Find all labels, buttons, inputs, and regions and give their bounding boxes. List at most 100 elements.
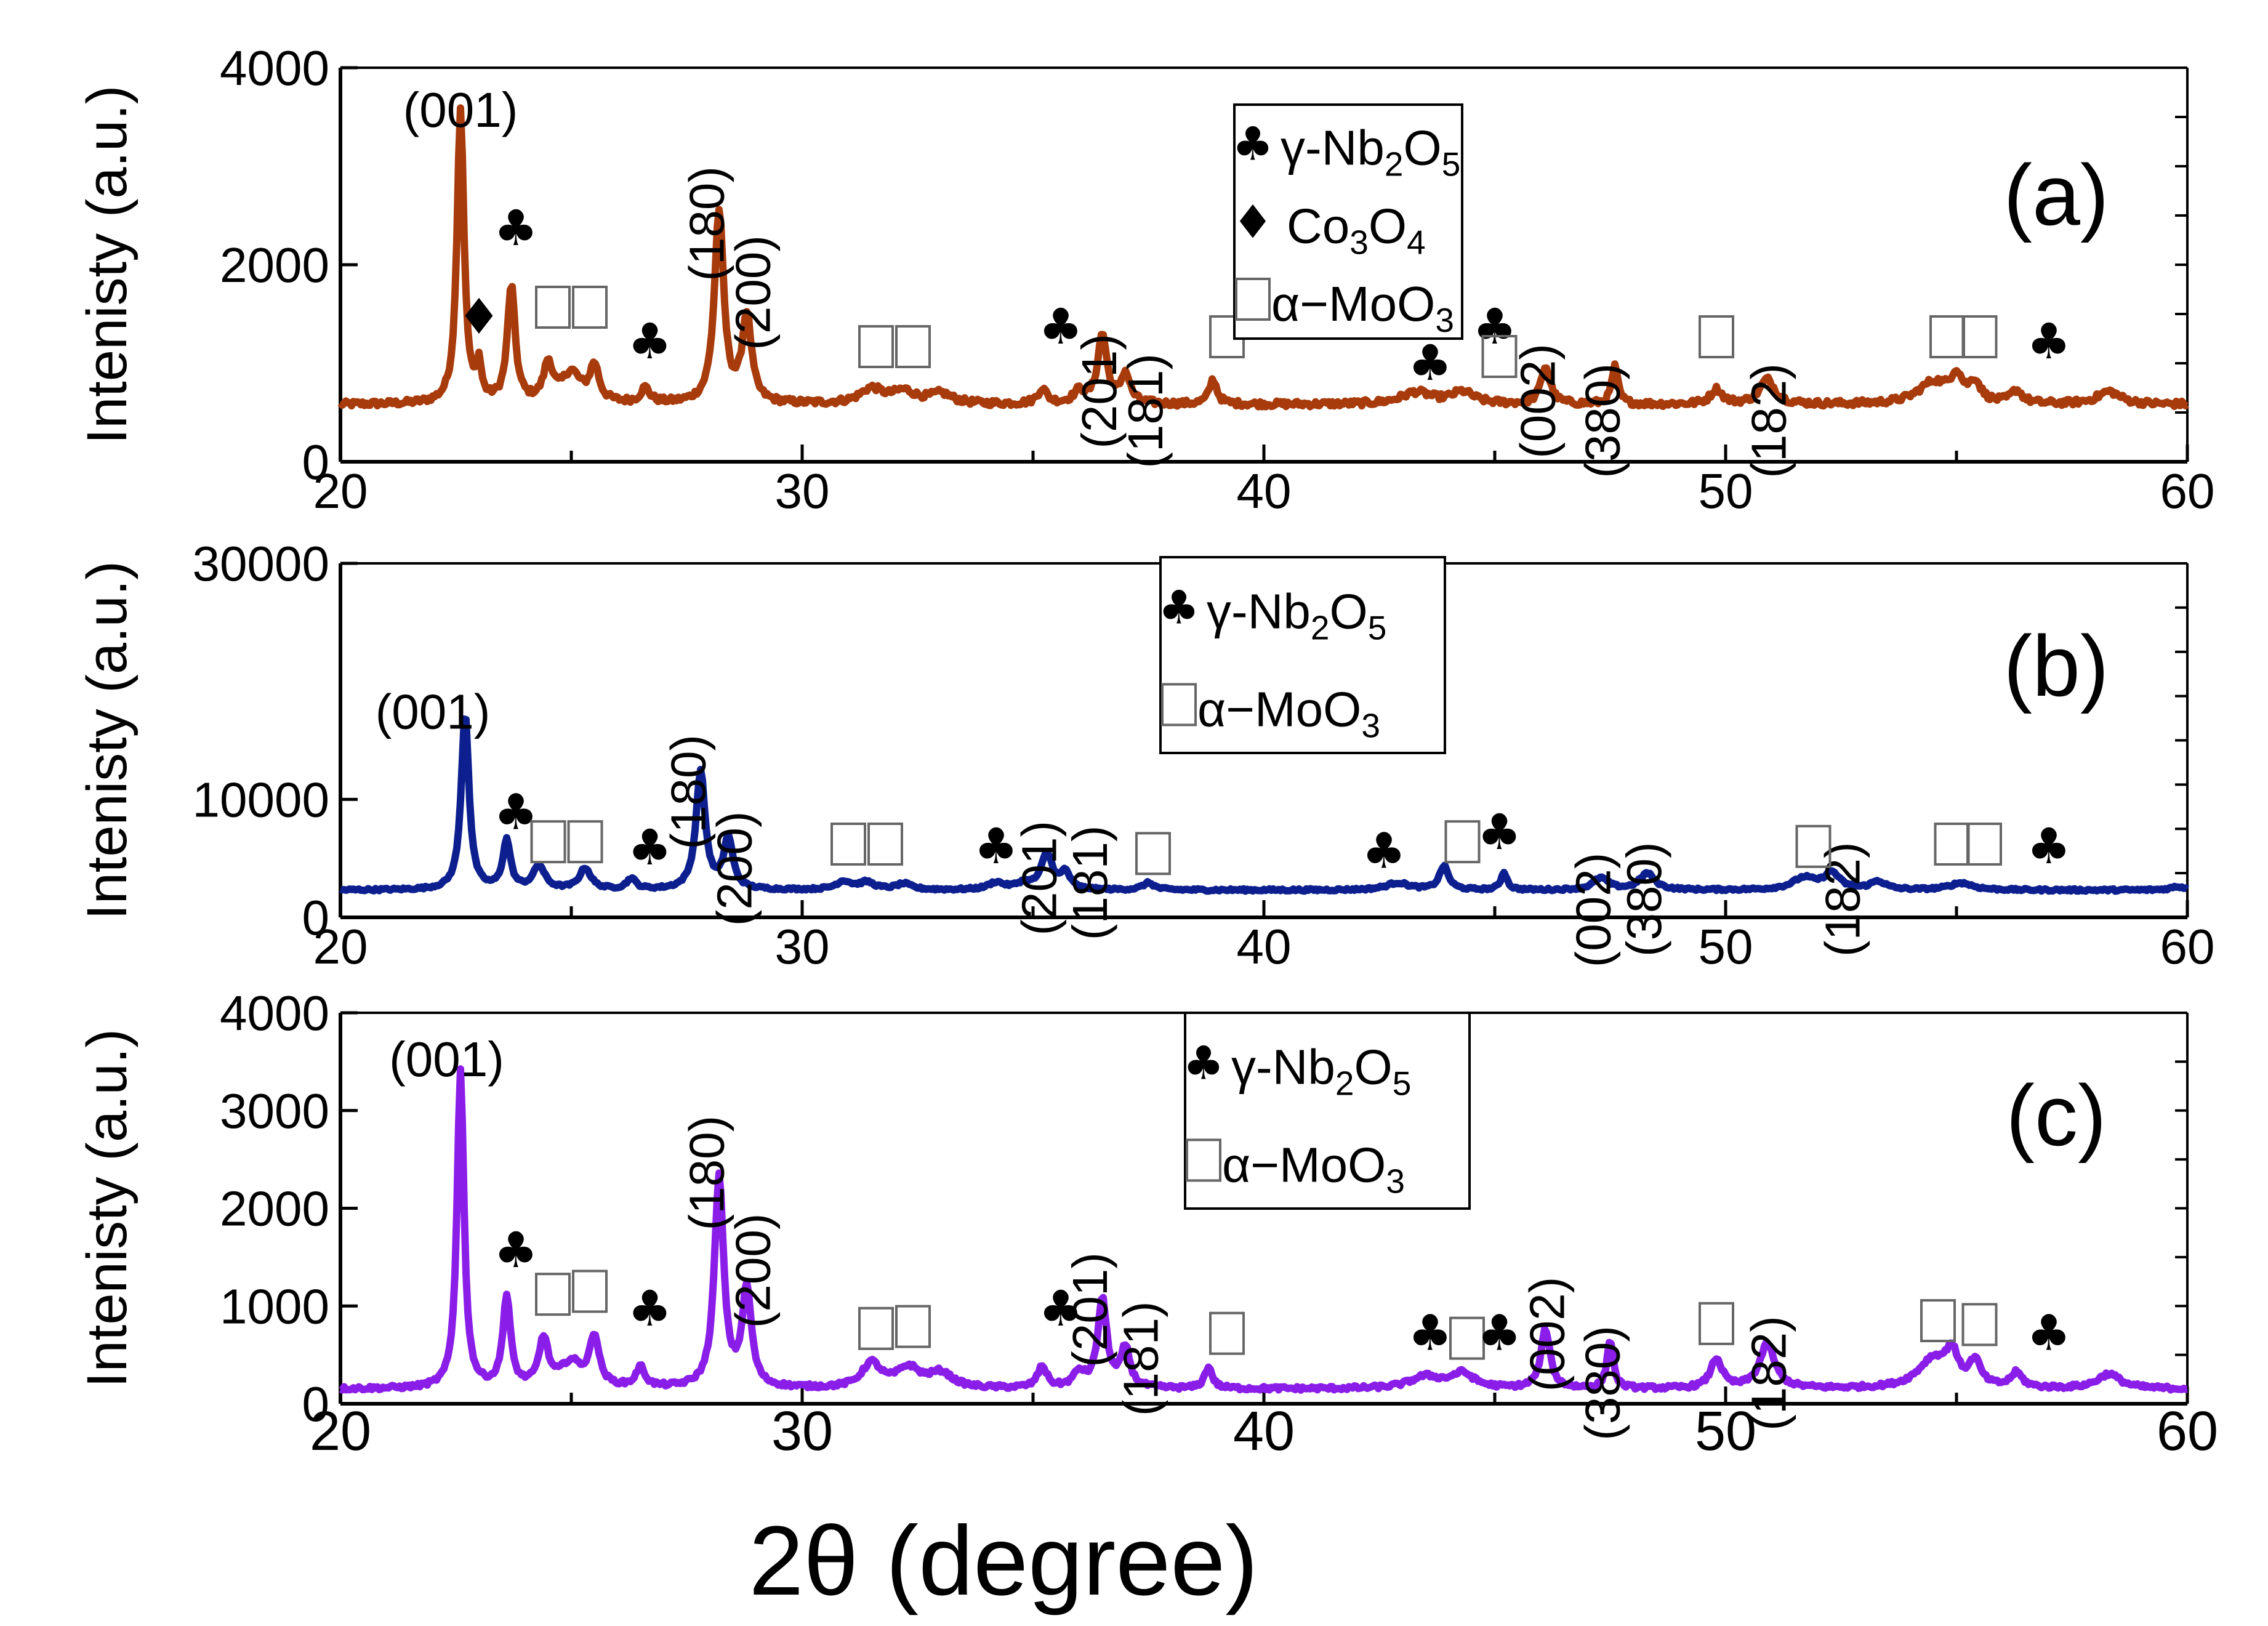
legend-square-icon <box>1161 683 1197 726</box>
hkl-label: (181) <box>1114 1301 1168 1416</box>
nb2o5-marker-club-icon: ♣ <box>1478 803 1522 861</box>
alpha-moo3-marker-square-icon <box>1920 1299 1956 1343</box>
hkl-label: (182) <box>1816 842 1870 957</box>
nb2o5-marker-club-icon: ♣ <box>2027 313 2071 370</box>
legend-club-icon: ♣ <box>1232 117 1273 171</box>
legend-text: α−MoO <box>1197 682 1361 736</box>
nb2o5-marker-club-icon: ♣ <box>628 313 672 370</box>
legend-co3o4-label: Co3O4 <box>1287 198 1426 261</box>
x-tick-label: 40 <box>1237 464 1292 518</box>
legend-subscript: 5 <box>1442 145 1461 183</box>
alpha-moo3-marker-square-icon <box>858 1306 894 1350</box>
legend-subscript: 2 <box>1335 1064 1354 1102</box>
alpha-moo3-marker-square-icon <box>1961 315 1998 358</box>
legend-subscript: 3 <box>1349 223 1369 261</box>
y-tick-label: 0 <box>302 890 330 945</box>
hkl-label: (201) <box>1012 821 1067 936</box>
y-tick-label: 30000 <box>193 536 329 591</box>
x-tick-label: 40 <box>1237 919 1292 974</box>
hkl-label: (380) <box>1617 842 1671 957</box>
x-tick-label: 20 <box>310 1401 371 1462</box>
hkl-label: (180) <box>680 166 734 281</box>
alpha-moo3-marker-square-icon <box>530 820 566 864</box>
x-axis-label: 2θ (degree) <box>749 1505 1258 1616</box>
hkl-label: (002) <box>1520 1277 1575 1392</box>
legend-text: Co <box>1287 198 1349 253</box>
x-tick-label: 60 <box>2160 464 2215 518</box>
hkl-label: (200) <box>707 811 762 927</box>
legend: ♣ γ-Nb2O5 α−MoO3 <box>1183 1012 1471 1210</box>
nb2o5-marker-club-icon: ♣ <box>1039 298 1083 355</box>
xrd-pattern-line <box>337 104 2189 411</box>
legend-text: α−MoO <box>1222 1137 1386 1192</box>
alpha-moo3-marker-square-icon <box>1135 832 1171 875</box>
legend-text: α−MoO <box>1271 276 1435 331</box>
alpha-moo3-marker-square-icon <box>1929 315 1965 358</box>
hkl-label: (182) <box>1742 363 1796 478</box>
hkl-label: (380) <box>1575 1326 1630 1441</box>
x-tick-label: 30 <box>771 1401 833 1462</box>
nb2o5-marker-club-icon: ♣ <box>2027 1305 2071 1362</box>
alpha-moo3-marker-square-icon <box>858 325 894 368</box>
hkl-label: (001) <box>376 684 491 739</box>
legend-moo3-label: α−MoO3 <box>1222 1137 1405 1200</box>
x-tick-label: 60 <box>2160 919 2215 974</box>
legend-subscript: 5 <box>1368 608 1387 646</box>
legend-club-icon: ♣ <box>1183 1036 1224 1090</box>
alpha-moo3-marker-square-icon <box>535 286 571 329</box>
legend-text: γ-Nb <box>1231 1039 1335 1094</box>
legend-nb2o5-label: γ-Nb2O5 <box>1207 584 1386 646</box>
legend-subscript: 3 <box>1361 706 1380 744</box>
x-tick-label: 50 <box>1699 464 1753 518</box>
legend-subscript: 4 <box>1407 223 1426 261</box>
legend-text: O <box>1404 121 1442 175</box>
y-axis-label: Intenisty (a.u.) <box>76 1029 139 1388</box>
hkl-label: (201) <box>1072 334 1127 449</box>
alpha-moo3-marker-square-icon <box>867 823 903 866</box>
legend-box <box>1233 103 1463 340</box>
y-tick-label: 3000 <box>220 1084 329 1138</box>
legend-subscript: 3 <box>1386 1162 1405 1200</box>
y-axis-label: Intenisty (a.u.) <box>76 86 139 445</box>
x-tick-label: 60 <box>2157 1401 2218 1462</box>
hkl-label: (180) <box>680 1116 734 1231</box>
y-tick-label: 4000 <box>220 986 329 1040</box>
legend-nb2o5-label: γ-Nb2O5 <box>1281 121 1460 183</box>
nb2o5-marker-club-icon: ♣ <box>2027 818 2071 875</box>
hkl-label: (002) <box>1566 853 1621 968</box>
legend-square-icon <box>1235 278 1271 321</box>
legend-subscript: 3 <box>1435 301 1454 339</box>
alpha-moo3-marker-square-icon <box>1444 820 1481 864</box>
panel-label: (a) <box>2003 147 2109 243</box>
alpha-moo3-marker-square-icon <box>1961 1303 1998 1346</box>
alpha-moo3-marker-square-icon <box>1699 315 1734 358</box>
hkl-label: (180) <box>661 735 716 850</box>
legend-text: O <box>1330 584 1368 638</box>
co3o4-marker-diamond-icon: ♦ <box>457 288 501 345</box>
x-tick-label: 50 <box>1699 919 1753 974</box>
x-tick-label: 30 <box>775 464 830 518</box>
alpha-moo3-marker-square-icon <box>830 823 866 866</box>
hkl-label: (201) <box>1063 1252 1117 1367</box>
hkl-label: (380) <box>1575 363 1630 478</box>
alpha-moo3-marker-square-icon <box>1934 823 1970 866</box>
alpha-moo3-marker-square-icon <box>572 286 608 329</box>
y-tick-label: 0 <box>302 435 330 489</box>
legend-moo3-label: α−MoO3 <box>1197 682 1380 744</box>
y-tick-label: 10000 <box>193 772 329 827</box>
x-tick-label: 50 <box>1695 1401 1756 1462</box>
legend-box <box>1159 556 1446 754</box>
alpha-moo3-marker-square-icon <box>895 325 931 368</box>
hkl-label: (181) <box>1118 353 1173 469</box>
y-tick-label: 2000 <box>220 1181 329 1236</box>
alpha-moo3-marker-square-icon <box>535 1273 571 1316</box>
xrd-pattern-line <box>339 715 2190 895</box>
nb2o5-marker-club-icon: ♣ <box>1039 1280 1083 1337</box>
alpha-moo3-marker-square-icon <box>572 1270 608 1313</box>
y-axis-label: Intenisty (a.u.) <box>76 561 139 920</box>
y-tick-label: 1000 <box>220 1279 329 1334</box>
legend-nb2o5-label: γ-Nb2O5 <box>1231 1039 1411 1102</box>
y-tick-label: 4000 <box>220 41 329 95</box>
